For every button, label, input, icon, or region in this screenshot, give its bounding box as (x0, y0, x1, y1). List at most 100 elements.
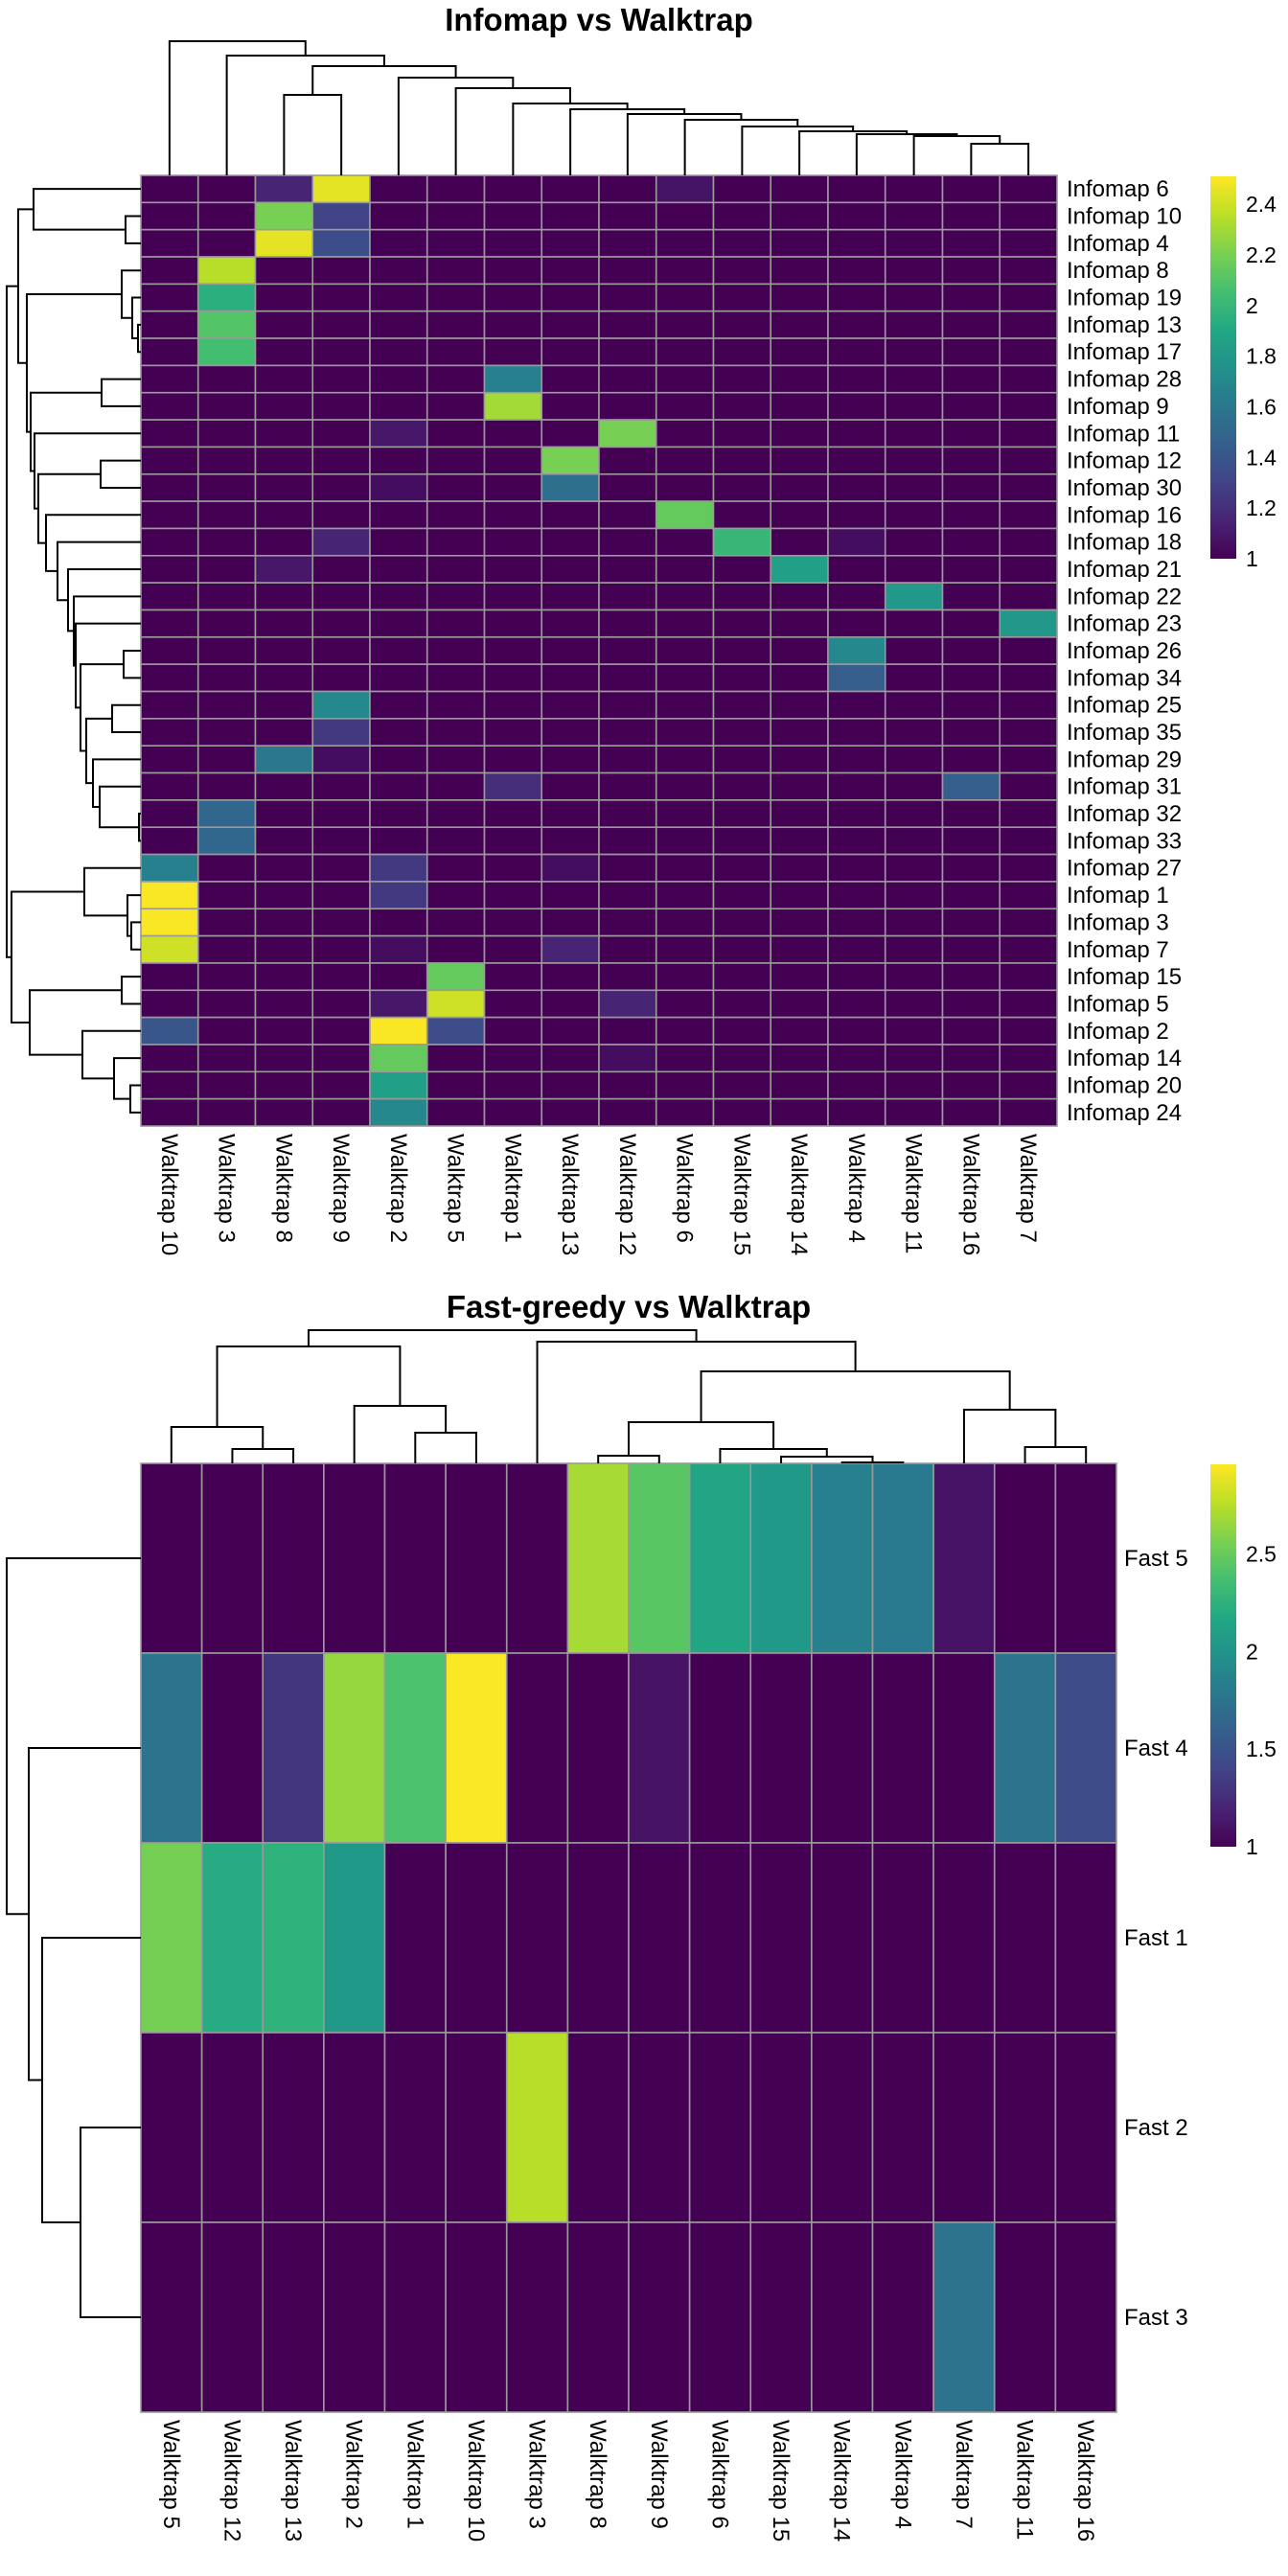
heatmap-cell (712, 472, 772, 502)
heatmap-cell (884, 745, 944, 774)
heatmap-cell (941, 934, 1001, 964)
heatmap-cell (655, 256, 715, 286)
heatmap-cell (540, 364, 600, 394)
heatmap-cell (369, 201, 428, 231)
heatmap-cell (827, 310, 886, 339)
heatmap-cell (540, 582, 600, 611)
heatmap-cell (941, 609, 1001, 638)
column-label: Walktrap 5 (443, 1134, 469, 1243)
heatmap-cell (655, 472, 715, 502)
heatmap-cell (540, 391, 600, 421)
heatmap-cell (941, 690, 1001, 720)
colorbar (1210, 1464, 1236, 1847)
column-dendrogram-branch (597, 1455, 660, 1463)
heatmap-cell (369, 989, 428, 1019)
colorbar-tick-label: 2.5 (1246, 1542, 1276, 1567)
heatmap-cell (505, 1652, 569, 1844)
heatmap-cell (999, 881, 1058, 910)
row-label: Infomap 30 (1067, 475, 1182, 501)
heatmap-cell (254, 881, 314, 910)
heatmap-cell (749, 1842, 813, 2034)
column-label: Walktrap 7 (951, 2420, 977, 2529)
row-label: Infomap 33 (1067, 828, 1182, 854)
heatmap-cell (598, 609, 657, 638)
heatmap-cell (540, 908, 600, 937)
heatmap-cell (540, 1097, 600, 1127)
heatmap-cell (254, 934, 314, 964)
heatmap-cell (311, 446, 371, 475)
heatmap-cell (311, 310, 371, 339)
heatmap-cell (254, 391, 314, 421)
heatmap-cell (196, 771, 257, 801)
heatmap-cell (655, 337, 715, 367)
heatmap-cell (323, 1462, 386, 1654)
heatmap-cell (827, 771, 886, 801)
column-dendrogram-branch (168, 40, 307, 175)
heatmap-cell (369, 419, 428, 448)
row-label: Infomap 5 (1067, 991, 1169, 1017)
heatmap-cell (254, 1070, 314, 1100)
row-dendrogram-branch (113, 1057, 141, 1100)
heatmap-cell (254, 582, 314, 611)
heatmap-cell (311, 771, 371, 801)
heatmap-cell (254, 636, 314, 665)
heatmap-cell (566, 1842, 630, 2034)
heatmap-cell (941, 853, 1001, 883)
row-label: Infomap 14 (1067, 1046, 1182, 1071)
row-label: Infomap 31 (1067, 774, 1182, 800)
row-dendrogram-branch (57, 540, 141, 602)
heatmap-cell (811, 1652, 874, 1844)
column-label: Walktrap 16 (957, 1134, 983, 1255)
heatmap-cell (383, 2221, 447, 2413)
heatmap-cell (254, 908, 314, 937)
row-label: Infomap 10 (1067, 204, 1182, 230)
heatmap-cell (827, 500, 886, 530)
heatmap-cell (884, 799, 944, 829)
column-dendrogram-branch (628, 1421, 775, 1456)
heatmap-cell (770, 962, 829, 992)
heatmap-cell (311, 663, 371, 693)
heatmap-cell (999, 826, 1058, 856)
heatmap-cell (311, 582, 371, 611)
row-label: Infomap 8 (1067, 258, 1169, 284)
heatmap-cell (369, 745, 428, 774)
heatmap-cell (262, 2221, 325, 2413)
heatmap-cell (311, 256, 371, 286)
heatmap-cell (1054, 1462, 1117, 1654)
heatmap-cell (598, 391, 657, 421)
heatmap-cell (655, 1044, 715, 1073)
heatmap-cell (369, 446, 428, 475)
heatmap-cell (426, 310, 486, 339)
heatmap-cell (884, 391, 944, 421)
heatmap-cell (999, 962, 1058, 992)
heatmap-cell (323, 1842, 386, 2034)
heatmap-cell (999, 283, 1058, 312)
heatmap-cell (827, 337, 886, 367)
heatmap-cell (140, 364, 199, 394)
heatmap-cell (827, 989, 886, 1019)
heatmap-cell (598, 663, 657, 693)
heatmap-cell (598, 256, 657, 286)
heatmap-cell (827, 962, 886, 992)
heatmap-cell (941, 908, 1001, 937)
row-label: Infomap 6 (1067, 176, 1169, 202)
row-dendrogram-branch (121, 976, 141, 1005)
heatmap-cell (369, 934, 428, 964)
heatmap-cell (540, 500, 600, 530)
column-dendrogram-branch (962, 1409, 1057, 1463)
heatmap-cell (655, 419, 715, 448)
heatmap-cell (884, 826, 944, 856)
heatmap-cell (254, 853, 314, 883)
heatmap-cell (540, 174, 600, 204)
heatmap-cell (712, 609, 772, 638)
row-label: Infomap 27 (1067, 856, 1182, 882)
heatmap-cell (311, 881, 371, 910)
row-dendrogram-branch (101, 378, 141, 407)
row-dendrogram-branch (73, 595, 141, 667)
heatmap-cell (871, 1652, 934, 1844)
heatmap-cell (140, 826, 199, 856)
heatmap-cell (712, 256, 772, 286)
heatmap-cell (598, 690, 657, 720)
heatmap-cell (369, 472, 428, 502)
